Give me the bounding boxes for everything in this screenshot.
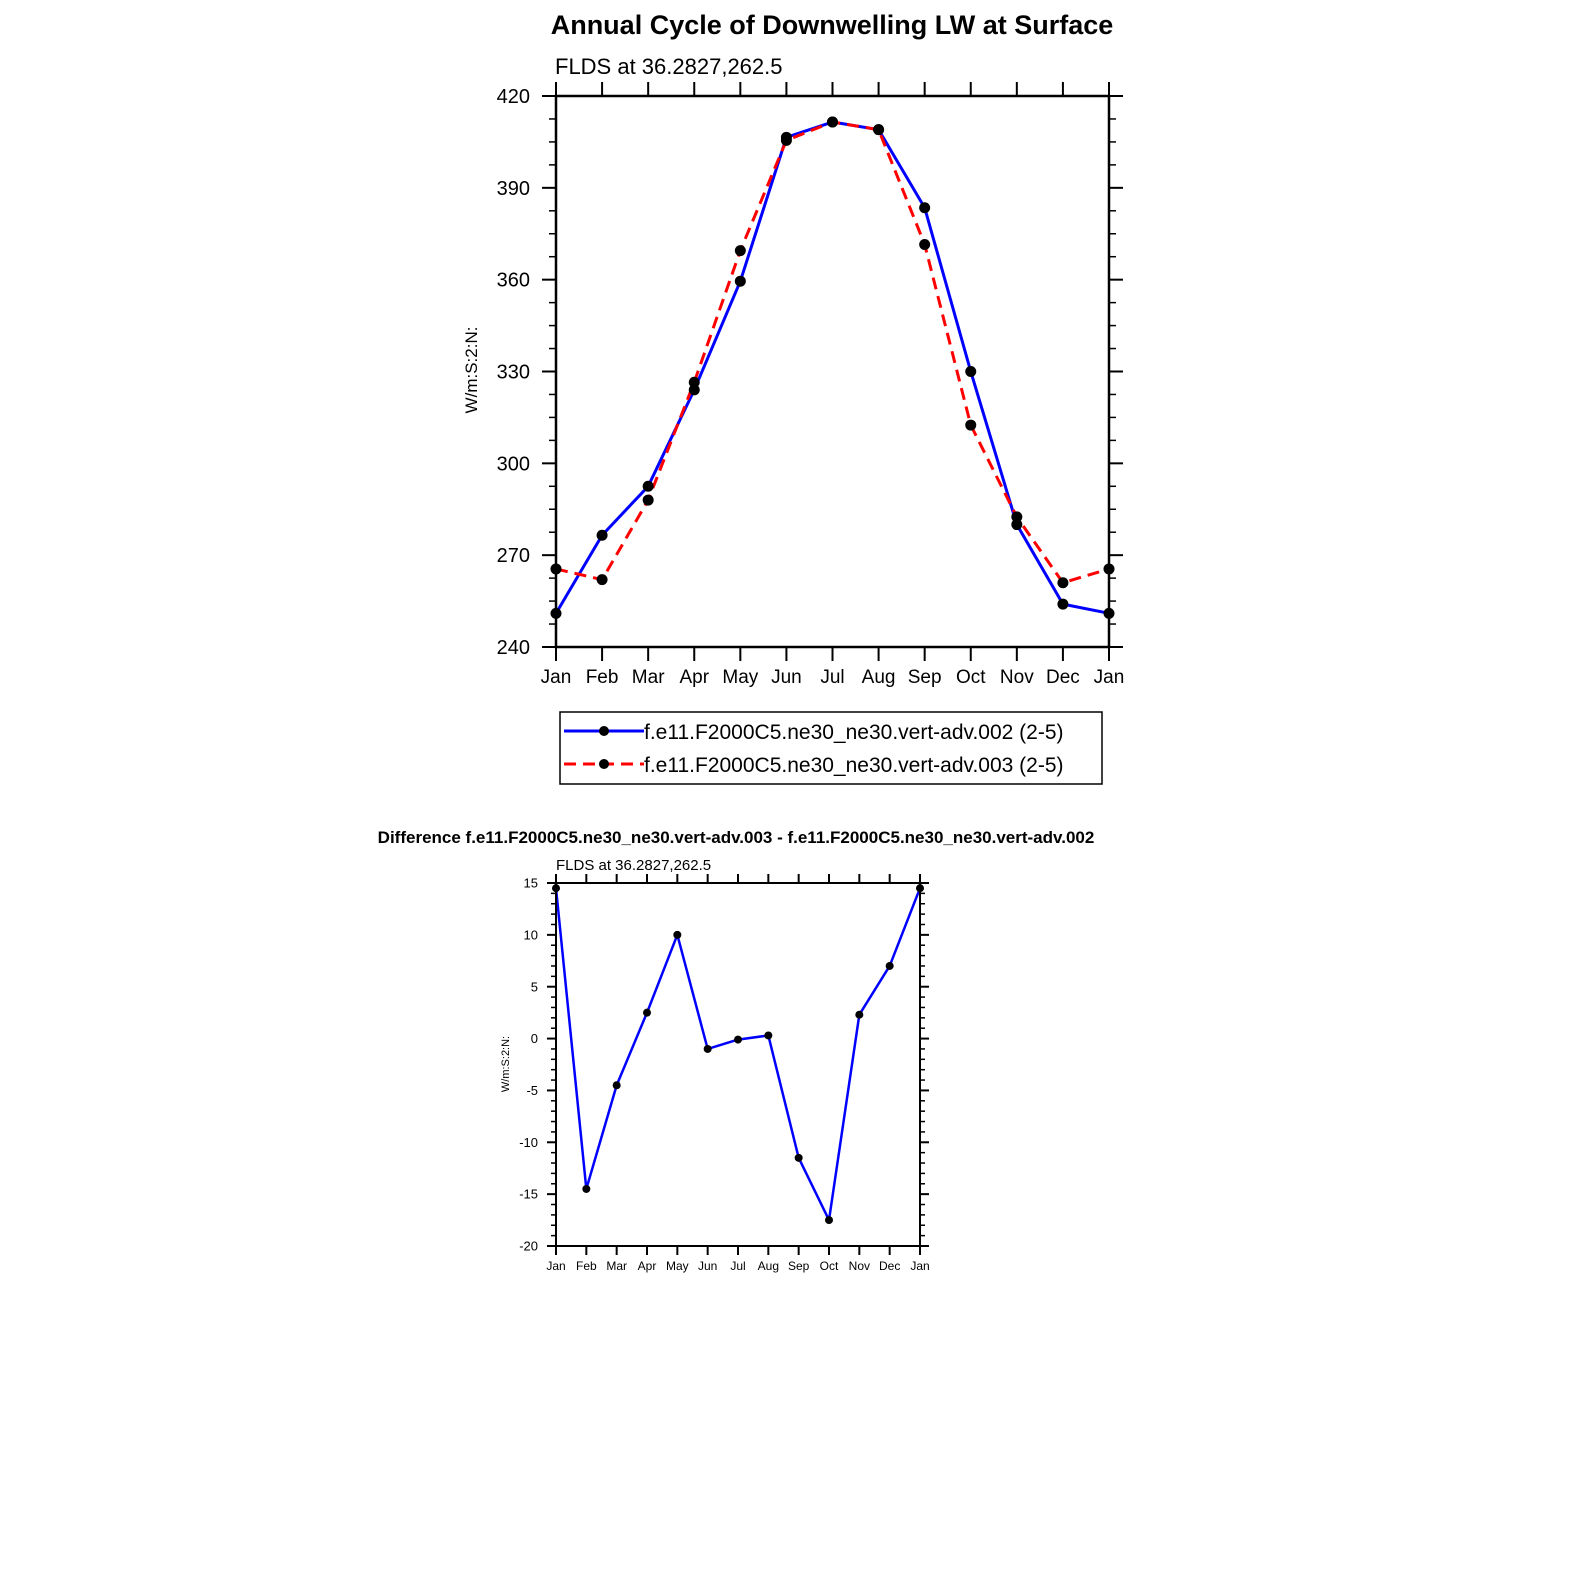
axis-ticks bbox=[542, 82, 1123, 661]
data-point-series-1 bbox=[965, 366, 977, 377]
data-point-series-2 bbox=[1057, 577, 1069, 589]
x-tick-label: Sep bbox=[788, 1259, 810, 1273]
x-tick-label: Jun bbox=[698, 1259, 717, 1273]
x-tick-label: Oct bbox=[820, 1259, 839, 1273]
x-tick-label: Feb bbox=[586, 667, 619, 688]
x-tick-label: Dec bbox=[1046, 667, 1080, 688]
chart-title: Annual Cycle of Downwelling LW at Surfac… bbox=[551, 10, 1114, 40]
x-tick-label: Nov bbox=[849, 1259, 870, 1273]
y-tick-label: -10 bbox=[519, 1135, 538, 1150]
legend-label-series-2: f.e11.F2000C5.ne30_ne30.vert-adv.003 (2-… bbox=[644, 754, 1064, 777]
y-tick-label: 5 bbox=[531, 979, 538, 994]
x-tick-label: Jan bbox=[541, 667, 572, 688]
y-tick-label: -15 bbox=[519, 1187, 538, 1202]
y-tick-label: 0 bbox=[531, 1031, 538, 1046]
y-tick-label: 390 bbox=[497, 178, 530, 200]
data-point-series-1 bbox=[919, 202, 931, 214]
x-tick-label: Apr bbox=[679, 667, 709, 688]
y-tick-label: 10 bbox=[524, 927, 538, 942]
x-tick-label: Jul bbox=[730, 1259, 745, 1273]
legend-label-series-1: f.e11.F2000C5.ne30_ne30.vert-adv.002 (2-… bbox=[644, 721, 1064, 744]
plot-frame bbox=[554, 94, 1111, 649]
series-lines bbox=[554, 887, 922, 1222]
data-point-series-1 bbox=[885, 961, 894, 970]
data-point-series-1 bbox=[734, 275, 746, 287]
data-point-series-1 bbox=[643, 1008, 651, 1017]
legend-marker-series-2 bbox=[599, 759, 609, 769]
chart-subtitle: FLDS at 36.2827,262.5 bbox=[556, 857, 711, 874]
data-point-series-2 bbox=[1011, 511, 1023, 523]
legend-box bbox=[559, 711, 1103, 785]
data-point-series-1 bbox=[1011, 519, 1023, 531]
x-tick-label: Jan bbox=[546, 1259, 565, 1273]
y-tick-label: 330 bbox=[497, 362, 530, 384]
x-tick-label: Oct bbox=[956, 667, 986, 688]
data-point-series-2 bbox=[827, 116, 838, 128]
data-point-series-1 bbox=[582, 1184, 591, 1193]
data-point-series-1 bbox=[642, 480, 654, 492]
data-point-series-1 bbox=[1057, 598, 1069, 610]
data-point-series-1 bbox=[596, 529, 608, 541]
x-tick-label: Aug bbox=[862, 667, 896, 688]
data-point-series-1 bbox=[825, 1216, 833, 1225]
data-point-series-2 bbox=[873, 124, 885, 136]
data-point-series-2 bbox=[596, 574, 608, 586]
axis-ticks bbox=[547, 874, 929, 1255]
x-tick-label: Jan bbox=[1094, 667, 1125, 688]
data-point-series-2 bbox=[734, 245, 746, 257]
x-tick-label: Jun bbox=[771, 667, 802, 688]
annual-cycle-chart: Annual Cycle of Downwelling LW at Surfac… bbox=[462, 10, 1125, 785]
data-point-series-1 bbox=[703, 1044, 712, 1053]
data-point-series-1 bbox=[794, 1153, 803, 1162]
x-tick-label: Nov bbox=[1000, 667, 1034, 688]
x-tick-label: May bbox=[722, 667, 758, 688]
y-tick-label: -20 bbox=[519, 1239, 538, 1254]
x-tick-label: Dec bbox=[879, 1259, 900, 1273]
x-tick-label: Jul bbox=[820, 667, 844, 688]
chart-title: Difference f.e11.F2000C5.ne30_ne30.vert-… bbox=[378, 828, 1095, 847]
series-line-1 bbox=[554, 120, 1110, 615]
y-tick-label: 360 bbox=[497, 270, 530, 292]
series-points bbox=[552, 884, 924, 1225]
data-point-series-1 bbox=[734, 1035, 742, 1044]
chart-subtitle: FLDS at 36.2827,262.5 bbox=[555, 54, 783, 79]
legend: f.e11.F2000C5.ne30_ne30.vert-adv.002 (2-… bbox=[559, 711, 1103, 785]
series-line-2 bbox=[555, 120, 1110, 585]
series-points bbox=[550, 116, 1115, 619]
data-point-series-2 bbox=[642, 494, 654, 506]
x-tick-label: Mar bbox=[632, 667, 665, 688]
data-point-series-2 bbox=[919, 238, 931, 250]
x-tick-label: Mar bbox=[606, 1259, 627, 1273]
tick-labels: Jan Feb Mar Apr May Jun Jul Aug Sep Oct Nov Dec Jan 2… bbox=[497, 86, 1125, 688]
y-tick-label: -5 bbox=[526, 1083, 538, 1098]
y-axis-label: W/m:S:2:N: bbox=[462, 327, 481, 414]
x-tick-label: Apr bbox=[638, 1259, 657, 1273]
difference-chart: Difference f.e11.F2000C5.ne30_ne30.vert-… bbox=[378, 828, 1095, 1273]
x-tick-label: Jan bbox=[910, 1259, 929, 1273]
x-tick-label: Feb bbox=[576, 1259, 597, 1273]
data-point-series-1 bbox=[855, 1010, 864, 1019]
y-tick-label: 270 bbox=[497, 545, 530, 567]
data-point-series-2 bbox=[780, 134, 792, 146]
legend-marker-series-1 bbox=[599, 726, 609, 736]
y-tick-label: 240 bbox=[497, 637, 530, 659]
series-line-1 bbox=[554, 887, 922, 1222]
data-point-series-2 bbox=[965, 419, 977, 431]
y-tick-label: 420 bbox=[497, 86, 530, 108]
y-tick-label: 15 bbox=[524, 876, 538, 891]
tick-labels: Jan Feb Mar Apr May Jun Jul Aug Sep Oct Nov Dec Jan-… bbox=[519, 876, 929, 1273]
data-point-series-1 bbox=[673, 930, 682, 939]
data-point-series-1 bbox=[764, 1031, 773, 1040]
data-point-series-2 bbox=[688, 376, 700, 388]
x-tick-label: May bbox=[666, 1259, 689, 1273]
plot-frame bbox=[555, 882, 921, 1247]
y-tick-label: 300 bbox=[497, 453, 530, 475]
x-tick-label: Sep bbox=[908, 667, 942, 688]
series-lines bbox=[554, 120, 1110, 615]
x-tick-label: Aug bbox=[758, 1259, 779, 1273]
data-point-series-1 bbox=[612, 1081, 621, 1090]
y-axis-label: W/m:S:2:N: bbox=[500, 1036, 512, 1092]
data-point-series-1 bbox=[688, 384, 700, 396]
